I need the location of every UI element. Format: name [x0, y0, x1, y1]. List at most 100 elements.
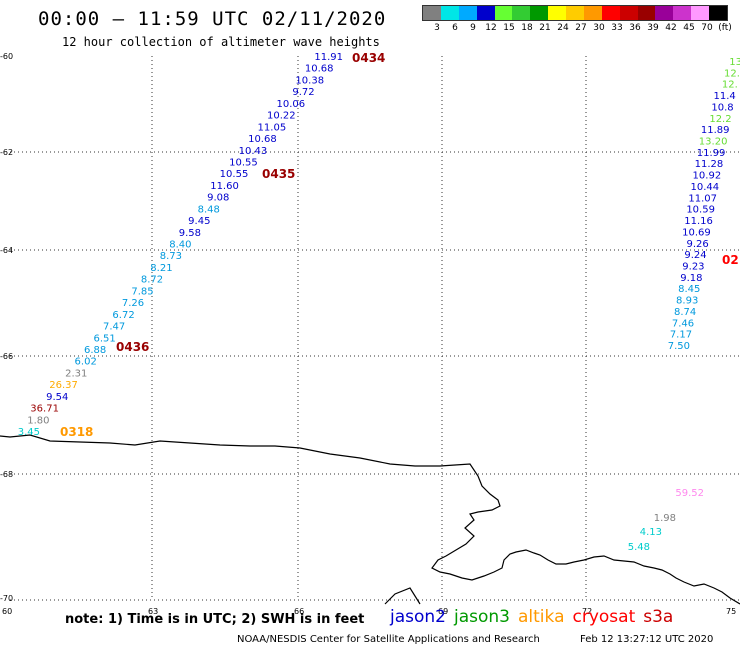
wave-value: 8.21	[150, 263, 172, 274]
legend-swatches	[422, 5, 728, 21]
lon-label: 69	[438, 607, 448, 616]
wave-value: 3.45	[18, 427, 40, 438]
wave-value: 10.69	[682, 227, 711, 238]
legend-swatch	[601, 6, 620, 20]
pass-label: 0436	[116, 340, 149, 354]
legend-label: 18	[521, 23, 533, 33]
wave-value: 6.51	[93, 333, 115, 344]
wave-value: 9.24	[684, 250, 706, 261]
legend-swatch	[476, 6, 495, 20]
page-title: 00:00 – 11:59 UTC 02/11/2020	[38, 8, 387, 30]
legend-label: 42	[665, 23, 677, 33]
track-right: 1312.12.11.410.812.211.8913.2011.9911.28…	[668, 57, 740, 352]
wave-value: 9.26	[686, 239, 708, 250]
wave-value: 1.80	[27, 415, 49, 426]
pass-label: 02	[722, 253, 739, 267]
wave-value: 8.48	[198, 204, 220, 215]
wave-value: 6.88	[84, 345, 106, 356]
track-left: 11.9110.6810.389.7210.0610.2211.0510.681…	[18, 52, 343, 438]
legend-label: 70	[701, 23, 713, 33]
legend-label: 21	[539, 23, 551, 33]
wave-value: 10.68	[248, 134, 277, 145]
pass-label: 0318	[60, 425, 93, 439]
wave-value: 10.38	[295, 75, 324, 86]
wave-value: 11.07	[688, 193, 717, 204]
wave-value: 7.17	[670, 330, 692, 341]
legend-swatch	[566, 6, 584, 20]
wave-value: 10.22	[267, 111, 296, 122]
map-grid	[10, 56, 740, 601]
wave-value: 2.31	[65, 368, 87, 379]
legend-label: 24	[557, 23, 569, 33]
wave-value: 11.91	[314, 52, 343, 63]
legend-swatch	[691, 6, 709, 20]
lat-label: -70	[0, 594, 13, 603]
footer-credit: NOAA/NESDIS Center for Satellite Applica…	[237, 634, 540, 645]
pass-label: 0435	[262, 167, 295, 181]
wave-value: 11.16	[684, 216, 713, 227]
wave-value: 10.43	[239, 146, 268, 157]
wave-value: 9.54	[46, 392, 68, 403]
wave-value: 9.08	[207, 193, 229, 204]
wave-value: 8.73	[160, 251, 182, 262]
wave-value: 8.72	[141, 275, 163, 286]
wave-value: 7.47	[103, 322, 125, 333]
lat-label: -60	[0, 52, 13, 61]
lat-label: -64	[0, 246, 13, 255]
wave-value: 9.23	[682, 261, 704, 272]
wave-value: 11.4	[713, 91, 735, 102]
wave-value: 11.28	[695, 159, 724, 170]
wave-value: 11.99	[697, 148, 726, 159]
wave-value: 36.71	[30, 404, 59, 415]
legend-swatch	[458, 6, 477, 20]
legend-swatch	[530, 6, 549, 20]
lon-label: 72	[582, 607, 592, 616]
satellite-name: cryosat	[572, 607, 636, 627]
legend-label: 33	[611, 23, 623, 33]
wave-value: 8.93	[676, 296, 698, 307]
legend-label: 36	[629, 23, 641, 33]
legend-swatch	[637, 6, 656, 20]
wave-value: 12.2	[709, 114, 731, 125]
legend-label: 27	[575, 23, 587, 33]
coastline-bottom	[384, 587, 421, 605]
wave-value: 10.92	[693, 171, 722, 182]
wave-value: 5.48	[628, 542, 650, 553]
lat-label: -66	[0, 352, 13, 361]
wave-value: 6.02	[75, 357, 97, 368]
legend-swatch	[619, 6, 638, 20]
satellite-legend: jason2 jason3 altika cryosat s3a	[390, 607, 681, 627]
wave-value: 7.85	[131, 286, 153, 297]
wave-value: 12.	[724, 68, 740, 79]
legend-label: 15	[503, 23, 515, 33]
legend-label: 9	[470, 23, 476, 33]
wave-value: 7.26	[122, 298, 144, 309]
wave-value: 10.44	[690, 182, 719, 193]
wave-value: 9.72	[292, 87, 314, 98]
lat-label: -62	[0, 148, 13, 157]
wave-value: 7.46	[672, 318, 694, 329]
legend-swatch	[423, 6, 441, 20]
legend-swatch	[583, 6, 602, 20]
wave-value: 26.37	[49, 380, 78, 391]
lat-label: -68	[0, 470, 13, 479]
wave-value: 12.	[722, 80, 738, 91]
legend-label: 45	[683, 23, 695, 33]
legend-swatch	[709, 6, 727, 20]
footer-note: note: 1) Time is in UTC; 2) SWH is in fe…	[65, 612, 365, 627]
wave-value: 13	[729, 57, 740, 68]
scattered-values: 59.52 1.98 4.13 5.48	[628, 488, 704, 553]
lon-label: 66	[294, 607, 304, 616]
wave-value: 10.55	[220, 169, 249, 180]
wave-value: 9.18	[680, 273, 702, 284]
pass-labels: 0434 0435 0436 0318 02	[60, 51, 739, 439]
lon-label: 60	[2, 607, 12, 616]
satellite-name: jason2	[390, 607, 446, 627]
legend-swatch	[494, 6, 513, 20]
wave-value: 59.52	[675, 488, 704, 499]
wave-value: 9.58	[179, 228, 201, 239]
legend-label: 3	[434, 23, 440, 33]
wave-value: 8.40	[169, 240, 191, 251]
